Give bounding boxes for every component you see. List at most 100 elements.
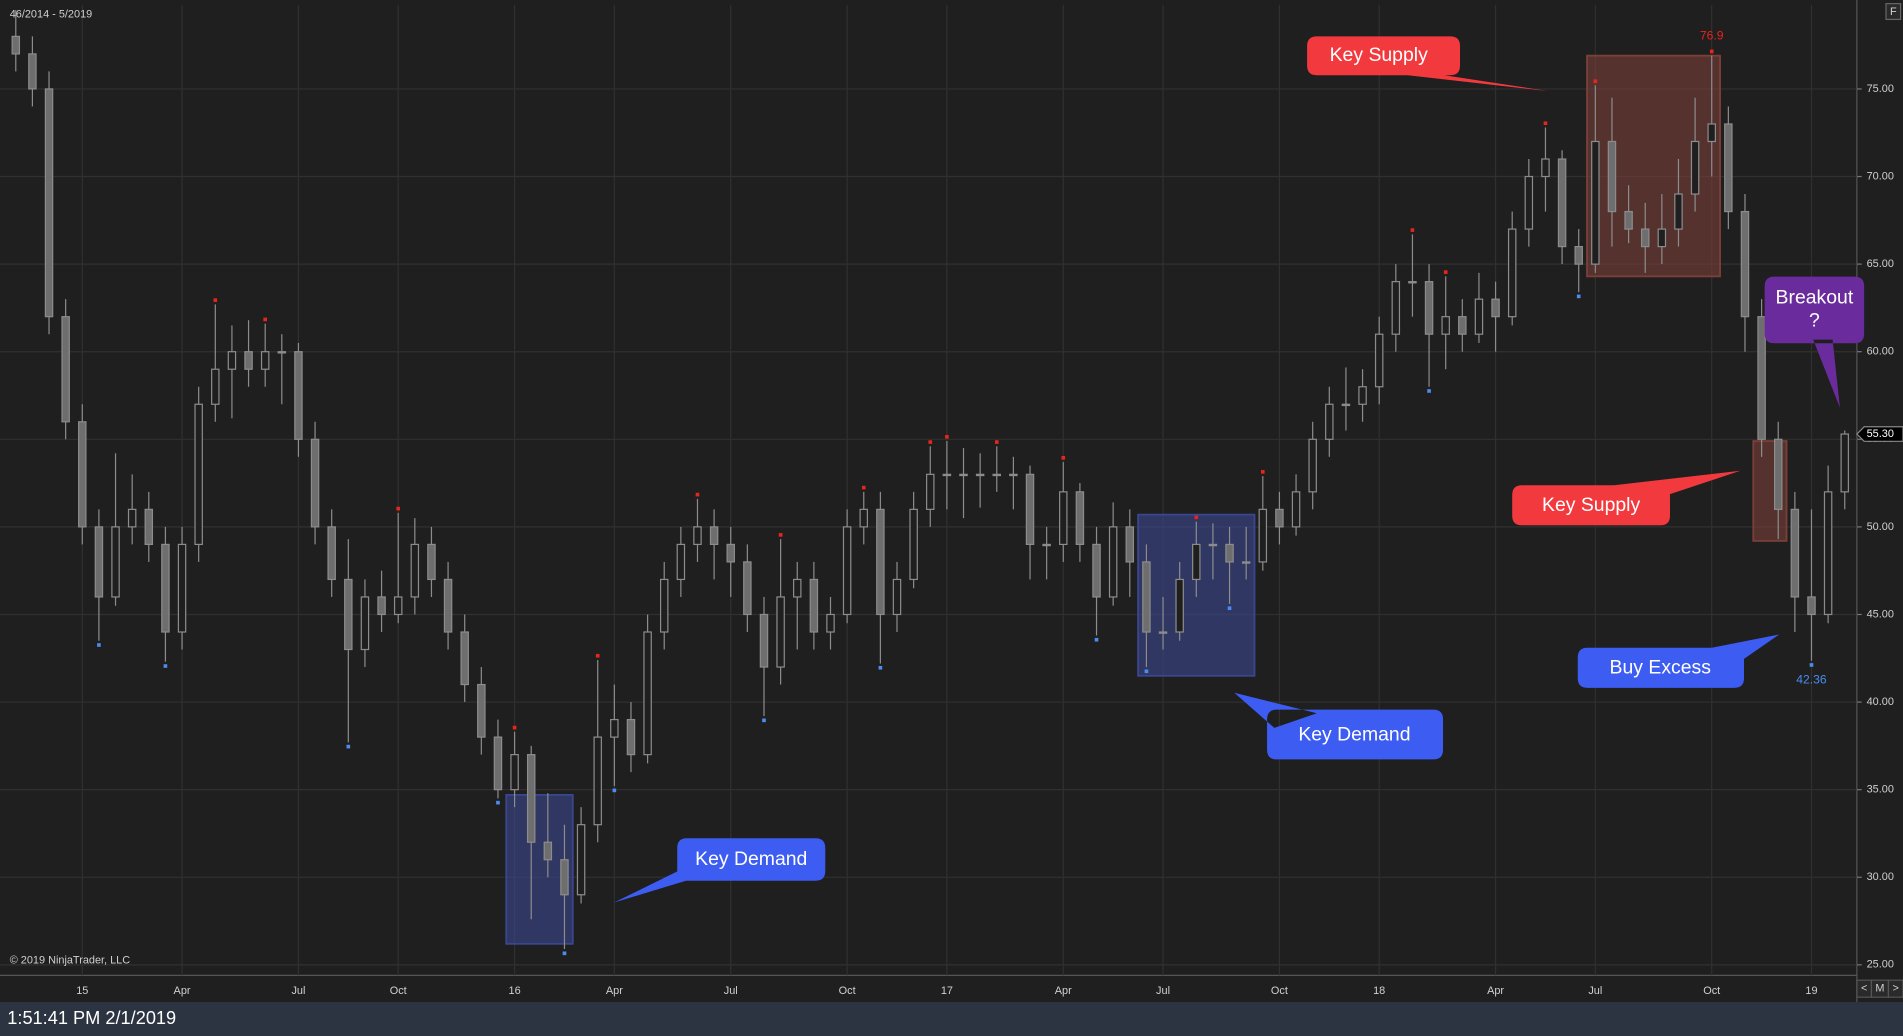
x-tick-label: Apr <box>174 985 191 997</box>
candle-body <box>1241 561 1251 564</box>
candle-body <box>1557 158 1567 248</box>
candle-body <box>1690 140 1700 195</box>
candle-body <box>1507 228 1517 318</box>
status-bar <box>0 1002 1903 1036</box>
candle-body <box>1591 140 1600 265</box>
candle-body <box>526 754 536 843</box>
candle-body <box>1158 631 1168 634</box>
pivot-high <box>1593 79 1598 84</box>
candle-body <box>942 473 952 477</box>
candle-body <box>1707 123 1716 143</box>
pivot-high <box>945 434 949 439</box>
x-tick-label: Oct <box>1703 985 1720 997</box>
candle-body <box>1474 298 1484 335</box>
candle-body <box>1458 316 1467 335</box>
candle-body <box>1142 561 1151 633</box>
nav-label[interactable]: < <box>1861 983 1867 995</box>
y-tick-label: 65.00 <box>1867 258 1894 270</box>
nav-label[interactable]: M <box>1875 983 1884 995</box>
candle-body <box>709 526 719 546</box>
callout-box <box>1512 470 1741 526</box>
candle-body <box>1175 578 1184 633</box>
x-tick-label: Oct <box>390 985 407 997</box>
pivot-low <box>562 951 567 956</box>
candle-body <box>227 351 237 370</box>
pivot-low <box>878 665 883 670</box>
candle-body <box>593 736 602 826</box>
pivot-high <box>994 440 999 444</box>
candle-body <box>443 578 453 633</box>
pivot-low <box>612 788 617 793</box>
pivot-low <box>1809 663 1814 667</box>
callout-box <box>1577 634 1780 688</box>
candle-body <box>1823 491 1833 616</box>
pivot-high <box>512 725 517 730</box>
pivot-high <box>213 298 218 302</box>
status-time: 1:51:41 PM 2/1/2019 <box>7 1008 176 1028</box>
y-tick-label: 50.00 <box>1867 521 1894 533</box>
nav-label[interactable]: > <box>1893 983 1899 995</box>
date-range: 46/2014 - 5/2019 <box>10 8 93 20</box>
candle-body <box>876 508 885 616</box>
last-price-box <box>1856 426 1903 442</box>
candle-body <box>1757 316 1766 440</box>
candle-body <box>1740 210 1750 318</box>
candle-body <box>1358 386 1367 405</box>
candle-body <box>1807 596 1816 616</box>
candle-body <box>1325 403 1334 440</box>
candle-body <box>859 508 869 528</box>
candle-body <box>1092 543 1101 598</box>
candle-body <box>260 351 270 370</box>
nav-button[interactable] <box>1887 979 1903 998</box>
candle-body <box>1441 316 1450 335</box>
y-tick-label: 30.00 <box>1867 871 1894 883</box>
x-tick-label: Apr <box>1055 985 1072 997</box>
candle-body <box>1640 228 1650 248</box>
candle-body <box>959 473 968 477</box>
candle-body <box>1374 333 1384 388</box>
candle-body <box>1009 473 1018 477</box>
x-tick-label: Jul <box>1156 985 1170 997</box>
callout-text: Breakout <box>1776 287 1854 309</box>
candle-body <box>510 754 519 791</box>
candle-body <box>94 526 104 598</box>
candle-body <box>1524 175 1534 230</box>
corner-button[interactable] <box>1885 3 1902 21</box>
candle-body <box>1840 433 1849 493</box>
y-tick-label: 40.00 <box>1867 696 1894 708</box>
candle-body <box>560 859 569 896</box>
x-tick-label: Apr <box>1487 985 1504 997</box>
candle-body <box>826 613 835 633</box>
candle-body <box>1724 123 1733 213</box>
candle-body <box>1491 298 1500 318</box>
pivot-high <box>1194 515 1199 520</box>
x-tick-label: 19 <box>1805 985 1817 997</box>
candle-body <box>1258 508 1268 563</box>
candle-body <box>1574 245 1583 265</box>
pivot-high <box>396 506 401 511</box>
candle-body <box>1341 403 1351 407</box>
pivot-high <box>861 485 866 490</box>
candle-body <box>992 473 1002 477</box>
candle-body <box>493 736 503 791</box>
candle-body <box>926 473 935 510</box>
candle-body <box>1391 281 1401 335</box>
corner-label[interactable]: F <box>1890 6 1897 18</box>
callout-text: ? <box>1809 310 1820 332</box>
price-annotation: 76.9 <box>1700 28 1724 42</box>
candle-body <box>1541 158 1550 178</box>
candle-body <box>1607 140 1617 213</box>
candle-body <box>726 543 735 563</box>
candle-body <box>1408 281 1417 284</box>
candle-body <box>776 596 785 668</box>
callout-box <box>614 838 826 903</box>
x-tick-label: Jul <box>1588 985 1602 997</box>
candle-body <box>460 631 469 686</box>
callout-box <box>1234 692 1444 760</box>
pivot-high <box>1443 270 1448 274</box>
candle-body <box>393 596 403 616</box>
last-price-label: 55.30 <box>1867 428 1894 440</box>
pivot-high <box>1410 228 1415 232</box>
candle-body <box>1790 508 1800 598</box>
x-tick-label: Oct <box>839 985 856 997</box>
